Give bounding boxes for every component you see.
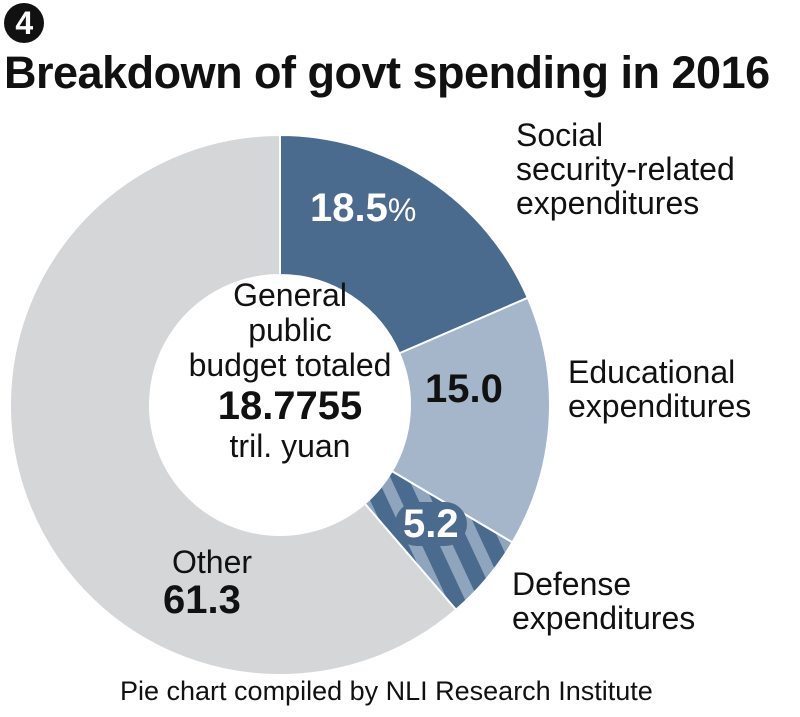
- center-line: public: [248, 312, 332, 348]
- value-other: 61.3: [163, 578, 241, 622]
- slice-educational-expenditures: [390, 296, 551, 544]
- chart-title: 4Breakdown of govt spending in 2016: [4, 0, 800, 98]
- source-note: Pie chart compiled by NLI Research Insti…: [120, 676, 653, 706]
- value-defense: 5.2: [395, 502, 467, 546]
- label-other: Other: [172, 544, 253, 580]
- label-defense: Defense expenditures: [512, 566, 696, 636]
- figure-number-badge: 4: [4, 3, 44, 43]
- value-social: 18.5%: [310, 186, 417, 230]
- center-line: General: [233, 277, 347, 313]
- label-educational: Educational expenditures: [568, 354, 752, 424]
- slice-social-security-related-expenditures: [279, 133, 530, 355]
- center-label: General public budget totaled 18.7755 tr…: [160, 278, 420, 464]
- total-value: 18.7755: [217, 384, 363, 428]
- label-social: Social security-related expenditures: [516, 117, 735, 221]
- total-unit: tril. yuan: [229, 428, 351, 464]
- title-text: Breakdown of govt spending in 2016: [4, 47, 770, 98]
- slice-other: [9, 133, 458, 676]
- value-educational: 15.0: [425, 367, 503, 411]
- center-line: budget totaled: [188, 347, 392, 383]
